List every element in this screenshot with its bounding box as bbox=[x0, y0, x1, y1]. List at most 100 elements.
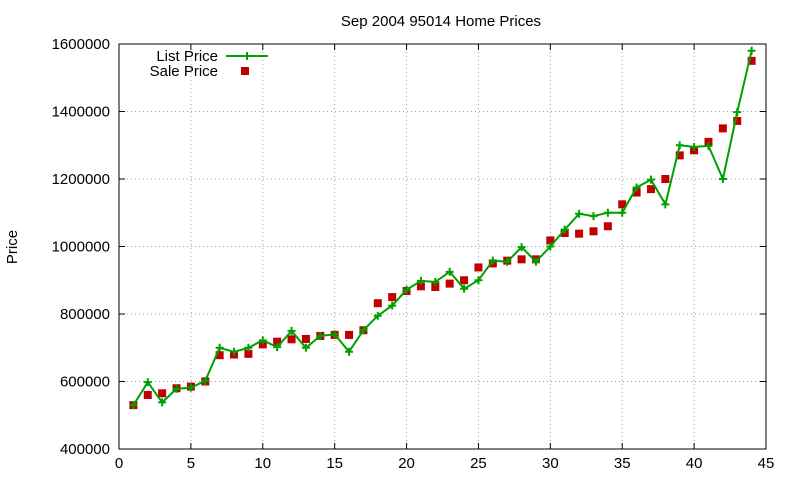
list-price-point bbox=[603, 208, 612, 217]
list-price-point bbox=[503, 257, 512, 266]
sale-price-point bbox=[373, 299, 382, 308]
y-tick-label: 800000 bbox=[60, 306, 110, 323]
list-price-point bbox=[431, 277, 440, 286]
sale-price-point bbox=[215, 351, 224, 360]
legend-label-sale-price: Sale Price bbox=[150, 63, 218, 80]
list-price-point bbox=[258, 336, 267, 345]
list-price-point bbox=[186, 383, 195, 392]
legend-marker-sale-price bbox=[241, 67, 249, 75]
sale-price-point bbox=[603, 222, 612, 231]
sale-price-point bbox=[632, 188, 641, 197]
legend: List Price Sale Price bbox=[150, 48, 268, 80]
list-price-point bbox=[560, 225, 569, 234]
sale-price-point bbox=[546, 236, 555, 245]
list-price-point bbox=[158, 398, 167, 407]
list-price-point bbox=[402, 285, 411, 294]
list-price-point bbox=[143, 378, 152, 387]
sale-price-point bbox=[258, 340, 267, 349]
sale-price-point bbox=[431, 283, 440, 291]
sale-price-point bbox=[517, 255, 526, 264]
x-tick-label: 5 bbox=[187, 455, 195, 472]
sale-price-point bbox=[388, 293, 397, 302]
list-price-point bbox=[632, 183, 641, 192]
sale-price-point bbox=[646, 185, 655, 194]
y-tick-label: 400000 bbox=[60, 441, 110, 458]
list-price-line bbox=[132, 50, 753, 406]
sale-price-point bbox=[273, 337, 282, 346]
sale-price-point bbox=[445, 279, 454, 288]
plot-frame bbox=[118, 43, 767, 450]
sale-price-point bbox=[244, 349, 253, 358]
sale-price-point bbox=[747, 56, 756, 65]
y-tick-label: 1400000 bbox=[52, 104, 110, 121]
sale-price-point bbox=[661, 175, 670, 183]
list-price-point bbox=[445, 267, 454, 276]
list-price-point bbox=[675, 141, 684, 150]
list-price-point bbox=[330, 330, 339, 339]
chart-title: Sep 2004 95014 Home Prices bbox=[341, 13, 541, 30]
sale-price-point bbox=[345, 330, 354, 339]
list-price-point bbox=[589, 212, 598, 221]
x-tick-label: 15 bbox=[326, 455, 343, 472]
list-price-point bbox=[301, 343, 310, 352]
list-price-point bbox=[345, 347, 354, 356]
sale-price-point bbox=[460, 276, 469, 285]
y-tick-label: 1600000 bbox=[52, 36, 110, 53]
list-price-point bbox=[172, 384, 181, 393]
list-price-point bbox=[661, 200, 670, 209]
sale-price-point bbox=[589, 227, 598, 236]
axis-ticks: 0 5 10 15 20 25 30 35 40 45 400000 600000 800000 1000… bbox=[52, 36, 775, 472]
x-tick-label: 40 bbox=[686, 455, 703, 472]
list-price-point bbox=[474, 276, 483, 285]
legend-marker-list-price bbox=[243, 52, 251, 60]
series bbox=[129, 46, 756, 410]
list-price-point bbox=[316, 331, 325, 340]
list-price-point bbox=[215, 343, 224, 352]
list-price-point bbox=[690, 142, 699, 151]
x-tick-label: 10 bbox=[254, 455, 271, 472]
sale-price-point bbox=[158, 389, 167, 398]
x-tick-label: 35 bbox=[614, 455, 631, 472]
sale-price-point bbox=[704, 137, 713, 146]
list-price-point bbox=[388, 301, 397, 310]
sale-price-point bbox=[618, 200, 627, 209]
list-price-point bbox=[718, 175, 727, 183]
list-price-point bbox=[575, 209, 584, 218]
x-tick-label: 45 bbox=[758, 455, 775, 472]
list-price-point bbox=[359, 326, 368, 335]
list-price-point bbox=[531, 257, 540, 266]
list-price-point bbox=[373, 311, 382, 320]
y-tick-label: 600000 bbox=[60, 374, 110, 391]
sale-price-point bbox=[675, 151, 684, 160]
list-price-point bbox=[733, 108, 742, 117]
list-price-point bbox=[287, 326, 296, 335]
list-price-point bbox=[488, 256, 497, 265]
sale-price-point bbox=[718, 124, 727, 133]
list-price-point bbox=[129, 401, 138, 410]
list-price-point bbox=[618, 208, 627, 217]
sale-price-point bbox=[733, 116, 742, 125]
list-price-point bbox=[230, 347, 239, 356]
list-price-point bbox=[273, 343, 282, 352]
list-price-point bbox=[646, 175, 655, 184]
y-tick-label: 1000000 bbox=[52, 239, 110, 256]
list-price-point bbox=[244, 343, 253, 352]
list-price-point bbox=[416, 276, 425, 285]
sale-price-point bbox=[301, 334, 310, 343]
x-tick-label: 25 bbox=[470, 455, 487, 472]
legend-label-list-price: List Price bbox=[156, 48, 218, 65]
sale-price-point bbox=[287, 335, 296, 344]
y-tick-label: 1200000 bbox=[52, 171, 110, 188]
x-tick-label: 30 bbox=[542, 455, 559, 472]
sale-price-point bbox=[575, 229, 584, 238]
list-price-point bbox=[201, 376, 210, 385]
x-tick-label: 20 bbox=[398, 455, 415, 472]
list-price-point bbox=[517, 243, 526, 252]
sale-price-point bbox=[143, 391, 152, 399]
x-tick-label: 0 bbox=[115, 455, 123, 472]
sale-price-point bbox=[474, 263, 483, 272]
grid bbox=[119, 44, 766, 449]
list-price-point bbox=[704, 141, 713, 150]
list-price-point bbox=[546, 242, 555, 251]
